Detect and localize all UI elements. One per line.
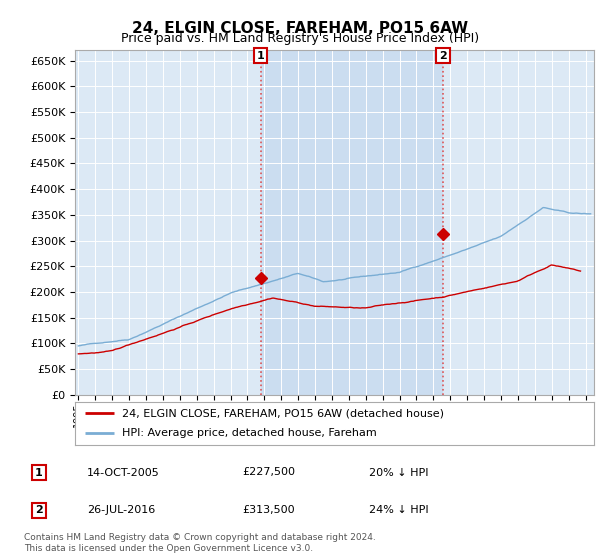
Text: 20% ↓ HPI: 20% ↓ HPI: [369, 468, 428, 478]
Text: £313,500: £313,500: [242, 505, 295, 515]
Text: 24% ↓ HPI: 24% ↓ HPI: [369, 505, 429, 515]
Text: Contains HM Land Registry data © Crown copyright and database right 2024.
This d: Contains HM Land Registry data © Crown c…: [24, 533, 376, 553]
Text: 14-OCT-2005: 14-OCT-2005: [87, 468, 160, 478]
Text: 2: 2: [35, 505, 43, 515]
Text: 1: 1: [257, 50, 265, 60]
Bar: [261, 50, 443, 395]
Text: 24, ELGIN CLOSE, FAREHAM, PO15 6AW: 24, ELGIN CLOSE, FAREHAM, PO15 6AW: [132, 21, 468, 36]
Text: HPI: Average price, detached house, Fareham: HPI: Average price, detached house, Fare…: [122, 428, 376, 438]
Text: 24, ELGIN CLOSE, FAREHAM, PO15 6AW (detached house): 24, ELGIN CLOSE, FAREHAM, PO15 6AW (deta…: [122, 408, 444, 418]
Text: 26-JUL-2016: 26-JUL-2016: [87, 505, 155, 515]
Text: £227,500: £227,500: [242, 468, 295, 478]
Text: Price paid vs. HM Land Registry's House Price Index (HPI): Price paid vs. HM Land Registry's House …: [121, 32, 479, 45]
Text: 2: 2: [439, 50, 447, 60]
Text: 1: 1: [35, 468, 43, 478]
